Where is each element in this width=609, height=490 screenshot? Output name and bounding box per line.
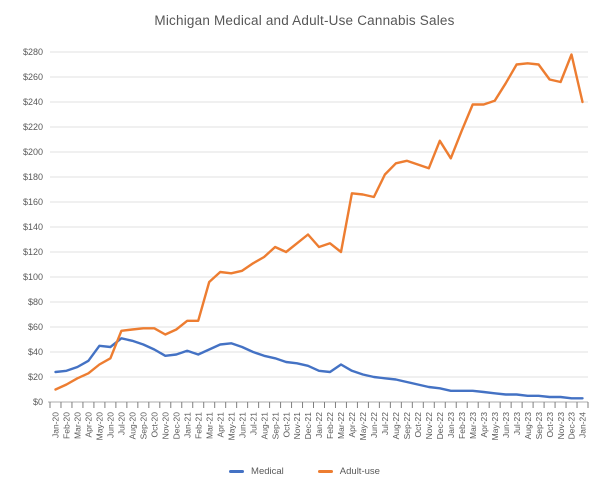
x-axis-tick-label: Dec-23 [567, 412, 577, 440]
x-axis-tick-label: Feb-22 [325, 412, 335, 439]
x-axis-tick-label: Sep-23 [534, 412, 544, 440]
x-axis-tick-label: Jul-21 [248, 412, 258, 435]
x-axis-tick-label: Jan-21 [182, 412, 192, 438]
y-axis-tick-label: $40 [28, 347, 43, 357]
y-axis-tick-label: $240 [23, 97, 43, 107]
y-axis-tick-label: $20 [28, 372, 43, 382]
x-axis-tick-label: May-20 [95, 412, 105, 441]
x-axis-tick-label: Aug-21 [259, 412, 269, 440]
x-axis-tick-label: Dec-20 [171, 412, 181, 440]
x-axis-tick-label: Jun-21 [237, 412, 247, 438]
x-axis-tick-label: Jan-24 [578, 412, 588, 438]
x-axis-tick-label: Mar-21 [204, 412, 214, 439]
x-axis-tick-label: Sep-22 [402, 412, 412, 440]
x-axis-tick-label: Apr-21 [215, 412, 225, 438]
x-axis-tick-label: Oct-22 [413, 412, 423, 438]
y-axis-tick-label: $140 [23, 222, 43, 232]
chart-legend: Medical Adult-use [0, 466, 609, 477]
legend-label-medical: Medical [251, 466, 284, 477]
medical-line [54, 337, 584, 400]
y-axis-tick-label: $260 [23, 72, 43, 82]
x-axis-tick-label: Jan-23 [446, 412, 456, 438]
x-axis-tick-label: Mar-22 [336, 412, 346, 439]
adult-use-line [54, 53, 584, 391]
x-axis-tick-label: Jul-22 [380, 412, 390, 435]
x-axis-tick-label: Feb-21 [193, 412, 203, 439]
y-axis-tick-label: $220 [23, 122, 43, 132]
x-axis-tick-label: Oct-21 [281, 412, 291, 438]
x-axis-tick-label: Feb-23 [457, 412, 467, 439]
legend-item-medical: Medical [229, 466, 284, 477]
x-axis-tick-label: Jul-20 [117, 412, 127, 435]
x-axis-tick-label: Jul-23 [512, 412, 522, 435]
x-axis-tick-label: Oct-23 [545, 412, 555, 438]
x-axis-tick-label: Apr-20 [84, 412, 94, 438]
chart-title: Michigan Medical and Adult-Use Cannabis … [154, 13, 455, 28]
y-axis-tick-label: $60 [28, 322, 43, 332]
x-axis-tick-label: May-21 [226, 412, 236, 441]
legend-item-adult-use: Adult-use [317, 466, 380, 477]
x-axis-tick-label: Nov-23 [556, 412, 566, 440]
x-axis-tick-label: Nov-20 [160, 412, 170, 440]
x-axis-tick-label: Dec-21 [303, 412, 313, 440]
x-axis-tick-label: Dec-22 [435, 412, 445, 440]
x-axis-tick-label: Mar-23 [468, 412, 478, 439]
x-axis-tick-label: Feb-20 [62, 412, 72, 439]
x-axis-tick-label: Jun-22 [369, 412, 379, 438]
x-axis-tick-label: Jun-23 [501, 412, 511, 438]
y-axis-tick-label: $280 [23, 47, 43, 57]
x-axis-tick-label: Apr-22 [347, 412, 357, 438]
x-axis-tick-label: Aug-22 [391, 412, 401, 440]
x-axis-tick-label: Mar-20 [73, 412, 83, 439]
y-axis-tick-label: $180 [23, 172, 43, 182]
x-axis-tick-label: May-23 [490, 412, 500, 441]
x-axis-tick-label: Sep-21 [270, 412, 280, 440]
legend-label-adult-use: Adult-use [339, 466, 380, 477]
x-axis-tick-label: Nov-21 [292, 412, 302, 440]
x-axis-tick-label: May-22 [358, 412, 368, 441]
x-axis-tick-label: Aug-20 [128, 412, 138, 440]
x-axis-tick-label: Nov-22 [424, 412, 434, 440]
y-axis-tick-label: $120 [23, 247, 43, 257]
x-axis-tick-label: Jan-20 [51, 412, 61, 438]
adult-use-line-marker-icon [317, 469, 333, 474]
y-axis-tick-label: $100 [23, 272, 43, 282]
y-axis-tick-label: $0 [33, 397, 43, 407]
medical-line-marker-icon [229, 469, 245, 474]
x-axis-tick-label: Oct-20 [150, 412, 160, 438]
x-axis-tick-label: Jan-22 [314, 412, 324, 438]
y-axis-tick-label: $200 [23, 147, 43, 157]
x-axis-tick-label: Sep-20 [139, 412, 149, 440]
x-axis-tick-label: Jun-20 [106, 412, 116, 438]
x-axis-tick-label: Apr-23 [479, 412, 489, 438]
y-axis-tick-label: $80 [28, 297, 43, 307]
y-axis-tick-label: $160 [23, 197, 43, 207]
x-axis-tick-label: Aug-23 [523, 412, 533, 440]
